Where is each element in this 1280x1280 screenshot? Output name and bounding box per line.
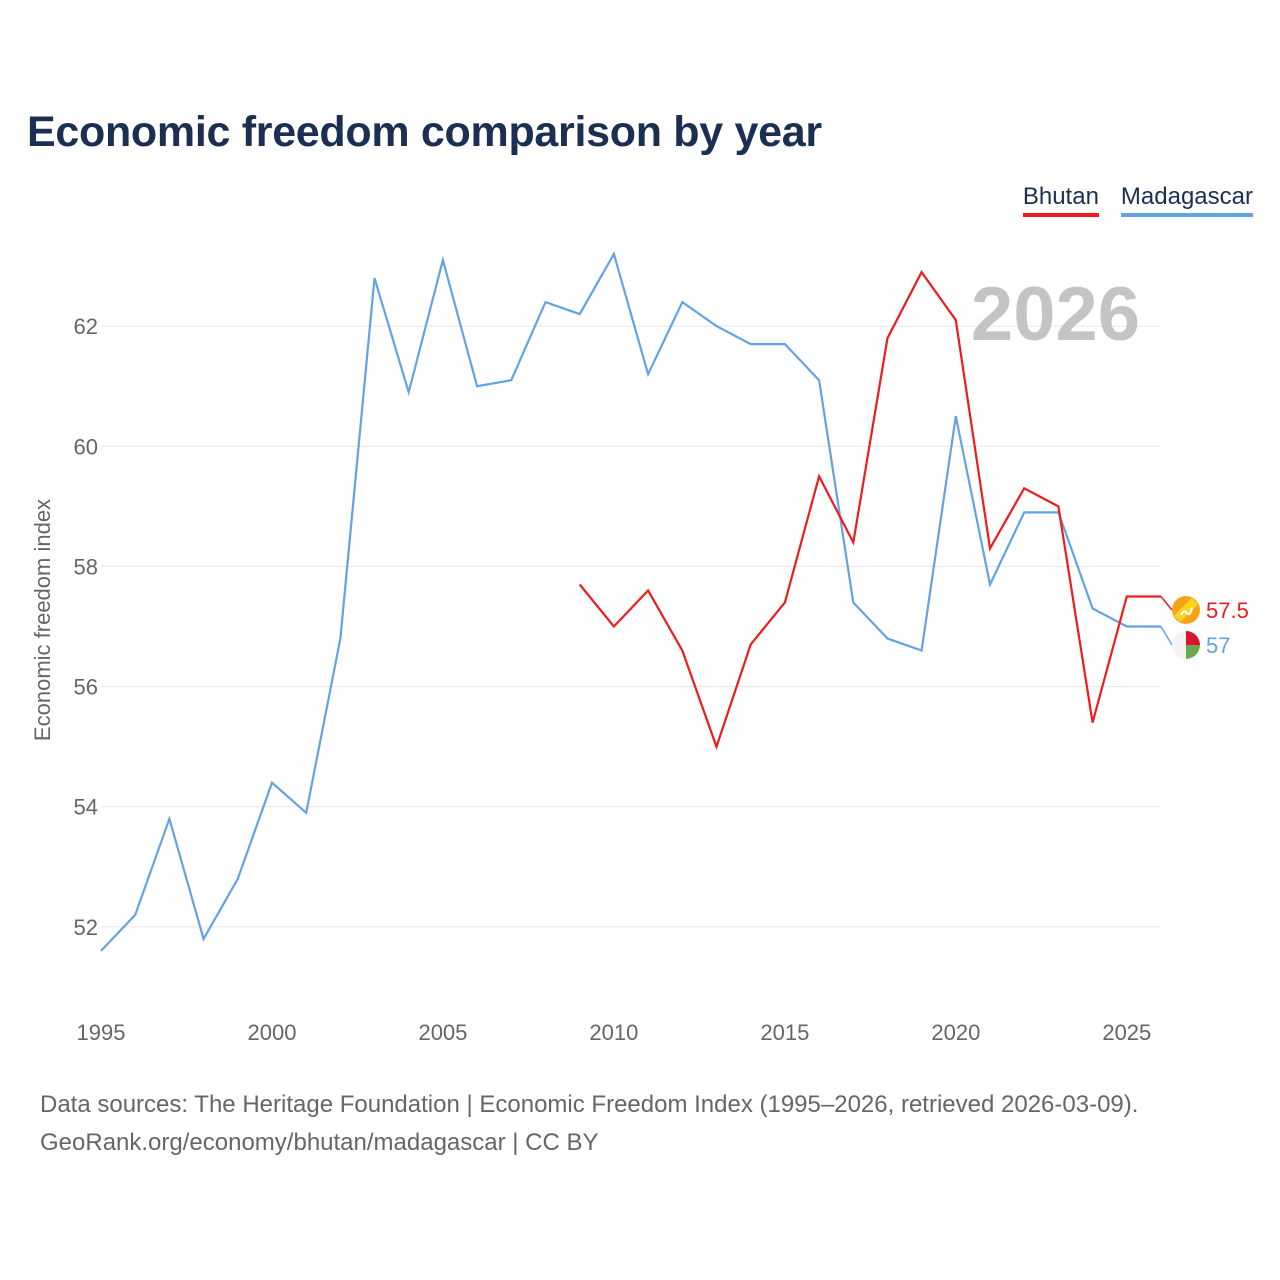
bhutan-flag-dragon (1180, 607, 1193, 616)
end-connector (1160, 595, 1173, 611)
series-line-bhutan (578, 269, 1161, 751)
legend: Bhutan Madagascar (1022, 183, 1253, 217)
y-tick-label: 58 (74, 554, 98, 579)
x-tick-label: 1995 (77, 1020, 126, 1045)
x-tick-label: 2025 (1102, 1020, 1151, 1045)
madagascar-flag-icon (1172, 631, 1186, 659)
data-sources-text: Data sources: The Heritage Foundation | … (40, 1091, 1139, 1118)
legend-item-bhutan[interactable]: Bhutan (1022, 183, 1099, 217)
x-tick-label: 2015 (760, 1020, 809, 1045)
y-tick-label: 54 (74, 795, 98, 820)
y-tick-label: 62 (74, 314, 98, 339)
y-tick-label: 52 (74, 915, 98, 940)
series-line-madagascar (100, 251, 1161, 952)
y-axis-label: Economic freedom index (30, 499, 55, 741)
bhutan-flag-stripe (1173, 597, 1199, 623)
footer: Data sources: The Heritage Foundation | … (40, 1086, 1138, 1162)
x-tick-label: 2005 (418, 1020, 467, 1045)
x-tick-label: 2020 (931, 1020, 980, 1045)
y-tick-label: 60 (74, 434, 98, 459)
y-tick-label: 56 (74, 675, 98, 700)
x-tick-label: 2000 (247, 1020, 296, 1045)
madagascar-flag-green (1186, 645, 1200, 659)
chart-title: Economic freedom comparison by year (27, 108, 822, 156)
attribution-text: GeoRank.org/economy/bhutan/madagascar | … (40, 1129, 599, 1156)
year-watermark: 2026 (971, 272, 1140, 357)
x-tick-label: 2010 (589, 1020, 638, 1045)
madagascar-flag-red (1186, 631, 1200, 645)
end-connector (1160, 626, 1173, 646)
end-value-label: 57.5 (1206, 598, 1249, 623)
legend-item-madagascar[interactable]: Madagascar (1120, 183, 1253, 217)
end-value-label: 57 (1206, 633, 1230, 658)
